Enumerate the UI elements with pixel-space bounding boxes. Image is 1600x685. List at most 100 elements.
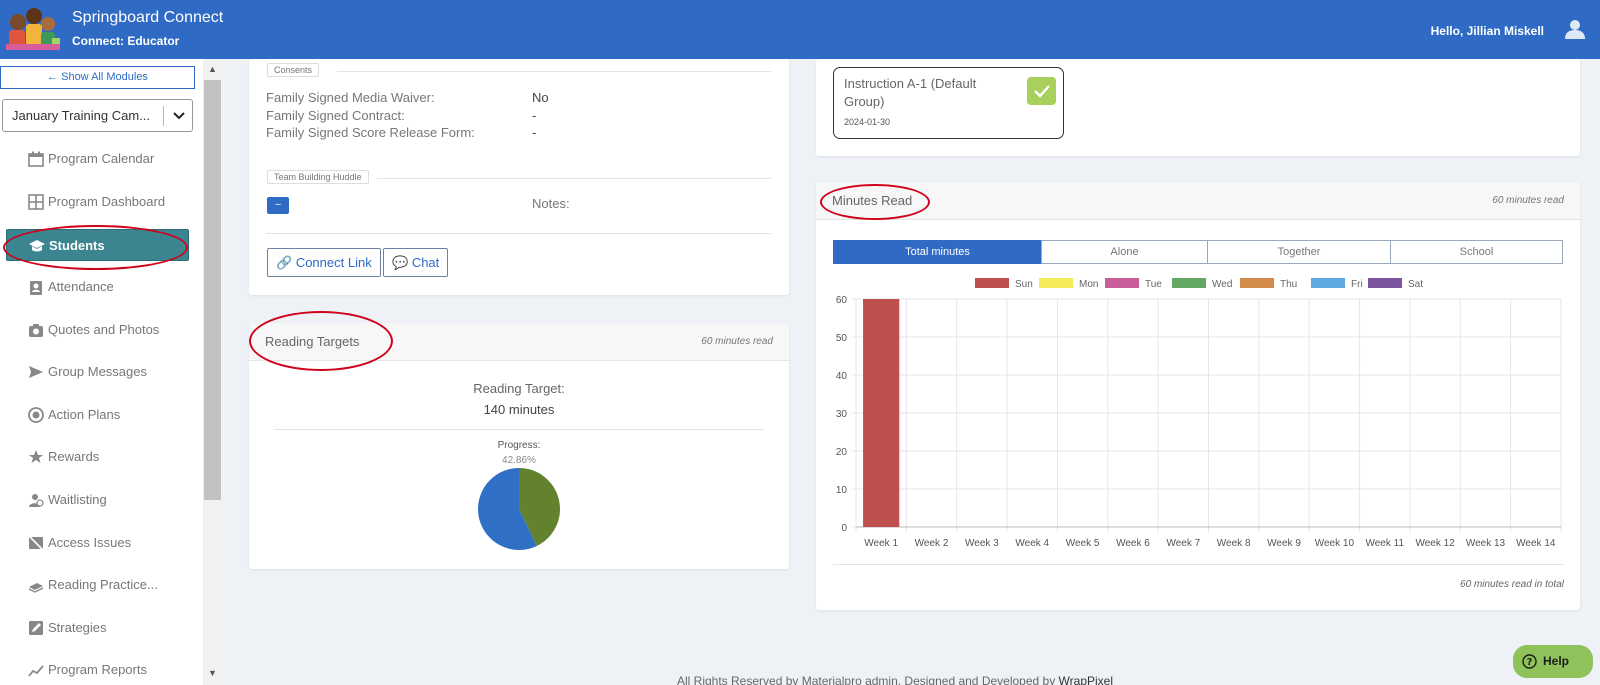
tab-school[interactable]: School [1390,240,1563,264]
legend-swatch [1105,278,1139,288]
sidebar-item-label: Waitlisting [48,492,107,507]
minutes-bar-chart: 0 10 20 30 40 50 60 Week 1 Week 2 Week 3 Week 4 Wee… [836,295,1562,549]
sidebar-item-label: Program Dashboard [48,194,166,209]
legend-item-mon[interactable]: Mon [1039,278,1098,290]
sidebar-item-program-calendar[interactable]: Program Calendar [6,143,189,175]
award-icon [29,450,43,463]
score-release-value: - [532,125,537,140]
sidebar-item-label: Reading Practice... [48,577,158,592]
chat-label: Chat [411,255,440,270]
sidebar-item-reading-practice[interactable]: Reading Practice... [6,569,189,601]
top-header: Springboard Connect Connect: Educator He… [0,0,1600,59]
target-icon [28,407,44,423]
y-tick-label: 50 [836,333,848,344]
clipboard-user-icon [30,281,42,295]
help-label: Help [1543,654,1570,668]
reading-target-value: 140 minutes [483,402,555,417]
app-title: Springboard Connect [72,9,224,26]
sidebar-item-group-messages[interactable]: Group Messages [6,356,189,388]
legend-item-fri[interactable]: Fri [1311,278,1363,290]
camera-icon [29,324,43,337]
legend-item-wed[interactable]: Wed [1172,278,1232,290]
instruction-group-box[interactable]: Instruction A-1 (Default Group) 2024-01-… [833,67,1064,139]
huddle-toggle-button[interactable]: – [267,197,289,214]
user-clock-icon [29,494,44,507]
legend-item-sun[interactable]: Sun [975,278,1033,290]
student-info-card: Consents Family Signed Media Waiver: No … [249,59,789,295]
footer-link[interactable]: WrapPixel [1058,674,1114,685]
minutes-read-footer: 60 minutes read in total [1460,579,1564,590]
camp-select-divider [163,106,164,126]
sidebar-item-label: Rewards [48,449,100,464]
x-tick-label: Week 13 [1466,538,1506,549]
legend-label: Mon [1079,279,1099,290]
progress-label: Progress: [497,440,541,451]
chat-bubbles-icon: 💬 [392,255,409,270]
user-icon[interactable] [1564,18,1586,40]
pie-slice-read [519,468,560,546]
tab-total-minutes[interactable]: Total minutes [833,240,1042,264]
reading-targets-title: Reading Targets [265,334,360,349]
y-tick-label: 60 [836,295,848,306]
sidebar-item-attendance[interactable]: Attendance [6,271,189,303]
sidebar-item-label: Attendance [48,279,114,294]
pie-slice-remaining [478,468,537,550]
y-tick-label: 30 [836,409,848,420]
tab-together[interactable]: Together [1207,240,1391,264]
scroll-up-arrow-icon[interactable]: ▲ [208,64,217,74]
sidebar-item-program-reports[interactable]: Program Reports [6,654,189,685]
progress-value: 42.86% [502,455,536,466]
sidebar-item-action-plans[interactable]: Action Plans [6,399,189,431]
y-tick-label: 0 [841,523,847,534]
svg-text:?: ? [1527,657,1533,668]
connect-link-button[interactable]: 🔗 Connect Link [267,248,381,277]
chat-button[interactable]: 💬 Chat [383,248,449,277]
x-tick-label: Week 7 [1166,538,1200,549]
legend-item-sat[interactable]: Sat [1368,278,1423,290]
sidebar-item-label: Access Issues [48,535,132,550]
sidebar-item-strategies[interactable]: Strategies [6,612,189,644]
help-button[interactable]: ? Help [1513,645,1593,678]
user-greeting: Hello, Jillian Miskell [1430,24,1544,38]
x-tick-label: Week 10 [1315,538,1355,549]
legend-item-thu[interactable]: Thu [1240,278,1297,290]
sidebar-item-quotes-and-photos[interactable]: Quotes and Photos [6,314,189,346]
connect-link-label: Connect Link [295,255,372,270]
contract-value: - [532,108,537,123]
camp-select[interactable]: January Training Cam... [2,99,193,132]
x-tick-label: Week 3 [965,538,999,549]
app-subtitle: Connect: Educator [72,34,180,48]
question-circle-icon: ? [1522,654,1537,669]
y-tick-label: 40 [836,371,848,382]
sidebar-item-label: Action Plans [48,407,121,422]
sidebar-item-label: Program Calendar [48,151,155,166]
sidebar-scroll-thumb[interactable] [204,80,221,500]
minutes-tabs: Total minutes Alone Together School [833,240,1563,264]
tab-alone[interactable]: Alone [1041,240,1208,264]
reading-target-label: Reading Target: [473,381,565,396]
check-icon [1027,77,1056,105]
link-icon: 🔗 [276,255,293,270]
show-all-modules-button[interactable]: ← Show All Modules [0,66,195,89]
minutes-read-title: Minutes Read [832,193,913,208]
scroll-down-arrow-icon[interactable]: ▼ [208,668,217,678]
notes-label: Notes: [532,196,570,211]
sidebar-item-students[interactable]: Students [6,229,189,261]
legend-label: Thu [1280,279,1298,290]
send-icon [29,366,43,378]
x-tick-label: Week 9 [1267,538,1301,549]
sidebar-item-access-issues[interactable]: Access Issues [6,527,189,559]
y-tick-label: 20 [836,447,848,458]
sidebar-item-waitlisting[interactable]: Waitlisting [6,484,189,516]
sidebar-item-rewards[interactable]: Rewards [6,441,189,473]
graduation-cap-icon [29,240,45,252]
legend-label: Tue [1145,279,1162,290]
sidebar-item-program-dashboard[interactable]: Program Dashboard [6,186,189,218]
minutes-read-header: Minutes Read 60 minutes read [816,182,1580,220]
minutes-read-meta: 60 minutes read [1492,195,1564,206]
x-tick-label: Week 1 [864,538,898,549]
legend-item-tue[interactable]: Tue [1105,278,1162,290]
sidebar-item-label: Quotes and Photos [48,322,160,337]
legend-swatch [1368,278,1402,288]
x-tick-label: Week 6 [1116,538,1150,549]
